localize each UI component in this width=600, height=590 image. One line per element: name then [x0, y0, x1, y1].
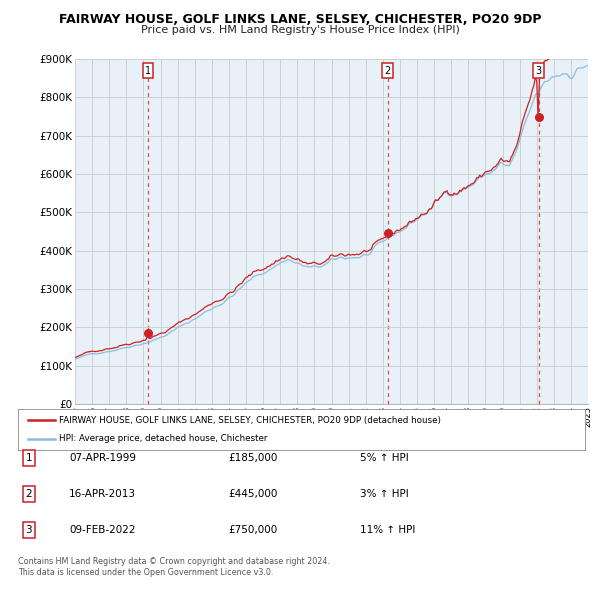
Text: £185,000: £185,000 [228, 453, 277, 463]
Text: 16-APR-2013: 16-APR-2013 [69, 489, 136, 499]
Text: 3% ↑ HPI: 3% ↑ HPI [360, 489, 409, 499]
Text: Price paid vs. HM Land Registry's House Price Index (HPI): Price paid vs. HM Land Registry's House … [140, 25, 460, 35]
Text: HPI: Average price, detached house, Chichester: HPI: Average price, detached house, Chic… [59, 434, 268, 443]
Text: £445,000: £445,000 [228, 489, 277, 499]
Text: 11% ↑ HPI: 11% ↑ HPI [360, 525, 415, 535]
Text: 09-FEB-2022: 09-FEB-2022 [69, 525, 136, 535]
Text: 2: 2 [385, 65, 391, 76]
Text: This data is licensed under the Open Government Licence v3.0.: This data is licensed under the Open Gov… [18, 568, 274, 577]
Text: 5% ↑ HPI: 5% ↑ HPI [360, 453, 409, 463]
Text: 3: 3 [25, 525, 32, 535]
Text: FAIRWAY HOUSE, GOLF LINKS LANE, SELSEY, CHICHESTER, PO20 9DP (detached house): FAIRWAY HOUSE, GOLF LINKS LANE, SELSEY, … [59, 416, 441, 425]
Text: 1: 1 [145, 65, 151, 76]
Text: 2: 2 [25, 489, 32, 499]
Text: Contains HM Land Registry data © Crown copyright and database right 2024.: Contains HM Land Registry data © Crown c… [18, 558, 330, 566]
Text: 07-APR-1999: 07-APR-1999 [69, 453, 136, 463]
Text: £750,000: £750,000 [228, 525, 277, 535]
Text: FAIRWAY HOUSE, GOLF LINKS LANE, SELSEY, CHICHESTER, PO20 9DP: FAIRWAY HOUSE, GOLF LINKS LANE, SELSEY, … [59, 13, 541, 26]
Text: 1: 1 [25, 453, 32, 463]
Text: 3: 3 [536, 65, 542, 76]
